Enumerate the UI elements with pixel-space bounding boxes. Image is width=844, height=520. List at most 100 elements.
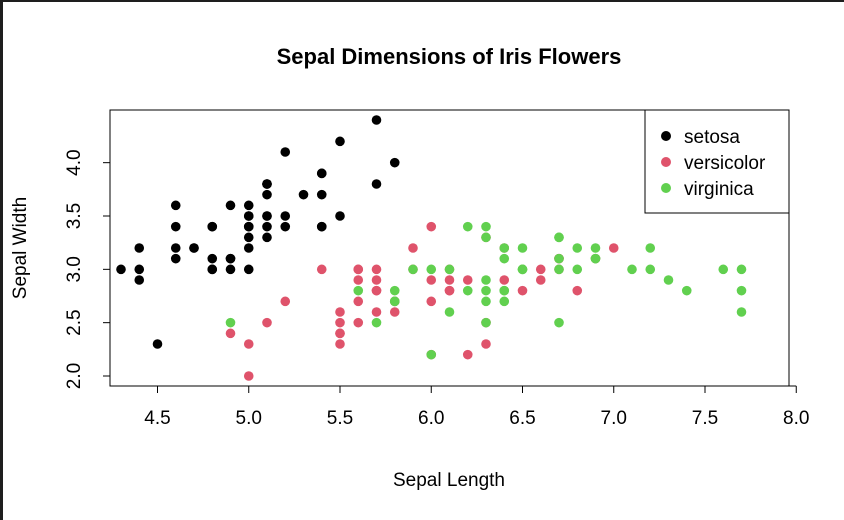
- data-point-virginica: [554, 253, 564, 264]
- legend-label-virginica: virginica: [684, 179, 754, 200]
- data-point-setosa: [225, 200, 236, 211]
- legend-marker-virginica: [661, 183, 671, 193]
- data-point-versicolor: [243, 339, 254, 349]
- data-point-versicolor: [462, 349, 473, 360]
- data-point-setosa: [298, 189, 309, 200]
- x-tick-label: 4.5: [144, 408, 170, 429]
- data-point-virginica: [389, 285, 400, 296]
- data-point-setosa: [371, 179, 382, 189]
- x-tick-label: 5.5: [327, 408, 353, 429]
- data-point-setosa: [170, 253, 181, 264]
- data-point-virginica: [718, 264, 729, 275]
- data-point-virginica: [481, 317, 491, 328]
- data-point-virginica: [572, 243, 583, 253]
- data-point-virginica: [444, 307, 455, 317]
- data-point-versicolor: [353, 317, 364, 328]
- legend-marker-setosa: [661, 131, 671, 141]
- y-axis-label: Sepal Width: [10, 197, 31, 299]
- data-point-versicolor: [280, 296, 291, 307]
- data-point-virginica: [554, 264, 564, 275]
- data-point-setosa: [316, 189, 327, 200]
- data-point-setosa: [262, 232, 272, 243]
- data-point-versicolor: [371, 307, 382, 317]
- data-point-virginica: [590, 253, 601, 264]
- data-point-versicolor: [371, 264, 382, 275]
- legend: setosa versicolor virginica: [644, 109, 790, 214]
- data-point-setosa: [389, 157, 400, 168]
- data-point-setosa: [316, 221, 327, 232]
- y-tick-label: 3.0: [64, 256, 85, 282]
- data-point-versicolor: [535, 264, 546, 275]
- data-point-versicolor: [225, 328, 236, 339]
- data-point-versicolor: [535, 275, 546, 285]
- data-point-versicolor: [426, 296, 437, 307]
- data-point-setosa: [116, 264, 126, 275]
- data-point-virginica: [481, 221, 491, 232]
- data-point-virginica: [462, 221, 473, 232]
- data-point-setosa: [243, 264, 254, 275]
- data-point-virginica: [590, 243, 601, 253]
- x-tick-label: 5.0: [236, 408, 262, 429]
- data-point-virginica: [389, 296, 400, 307]
- data-point-virginica: [554, 317, 564, 328]
- data-point-setosa: [371, 115, 382, 125]
- data-point-setosa: [170, 200, 181, 211]
- data-point-virginica: [645, 264, 656, 275]
- data-point-setosa: [134, 243, 145, 253]
- data-point-setosa: [170, 221, 181, 232]
- data-point-virginica: [736, 307, 747, 317]
- legend-label-versicolor: versicolor: [684, 153, 766, 174]
- x-tick-label: 6.0: [418, 408, 444, 429]
- data-point-virginica: [499, 253, 510, 264]
- data-point-setosa: [243, 243, 254, 253]
- data-point-versicolor: [243, 371, 254, 381]
- data-point-virginica: [736, 285, 747, 296]
- data-point-setosa: [262, 189, 272, 200]
- data-point-virginica: [572, 264, 583, 275]
- y-tick-label: 2.0: [64, 363, 85, 389]
- data-point-virginica: [736, 264, 747, 275]
- data-point-setosa: [207, 264, 218, 275]
- data-point-virginica: [627, 264, 637, 275]
- x-axis: 4.5 5.0 5.5 6.0 6.5 7.0 7.5 8.0: [144, 385, 809, 429]
- data-point-setosa: [316, 168, 327, 179]
- data-point-setosa: [335, 136, 345, 147]
- data-point-versicolor: [426, 275, 437, 285]
- data-point-versicolor: [353, 264, 364, 275]
- data-point-versicolor: [572, 285, 583, 296]
- data-point-setosa: [262, 179, 272, 189]
- data-point-versicolor: [335, 339, 345, 349]
- data-point-versicolor: [481, 339, 491, 349]
- window-frame-left: [0, 0, 3, 520]
- data-point-setosa: [262, 211, 272, 221]
- data-point-versicolor: [262, 317, 272, 328]
- data-point-setosa: [243, 200, 254, 211]
- data-point-setosa: [280, 211, 291, 221]
- window-frame-top: [0, 0, 844, 2]
- data-point-virginica: [481, 296, 491, 307]
- data-point-setosa: [189, 243, 199, 253]
- x-tick-label: 6.5: [509, 408, 535, 429]
- data-point-virginica: [517, 264, 528, 275]
- data-point-setosa: [243, 211, 254, 221]
- data-point-virginica: [499, 243, 510, 253]
- data-point-versicolor: [335, 307, 345, 317]
- data-point-virginica: [371, 317, 382, 328]
- data-point-versicolor: [335, 328, 345, 339]
- x-tick-label: 8.0: [783, 408, 809, 429]
- data-point-versicolor: [462, 275, 473, 285]
- x-tick-label: 7.5: [692, 408, 718, 429]
- data-point-versicolor: [517, 285, 528, 296]
- data-point-virginica: [663, 275, 674, 285]
- data-point-versicolor: [316, 264, 327, 275]
- data-point-setosa: [225, 264, 236, 275]
- data-point-virginica: [481, 285, 491, 296]
- data-point-virginica: [645, 243, 656, 253]
- data-point-versicolor: [408, 243, 418, 253]
- data-point-versicolor: [608, 243, 619, 253]
- data-point-virginica: [554, 232, 564, 243]
- data-point-versicolor: [499, 275, 510, 285]
- data-point-setosa: [243, 221, 254, 232]
- data-point-virginica: [408, 264, 418, 275]
